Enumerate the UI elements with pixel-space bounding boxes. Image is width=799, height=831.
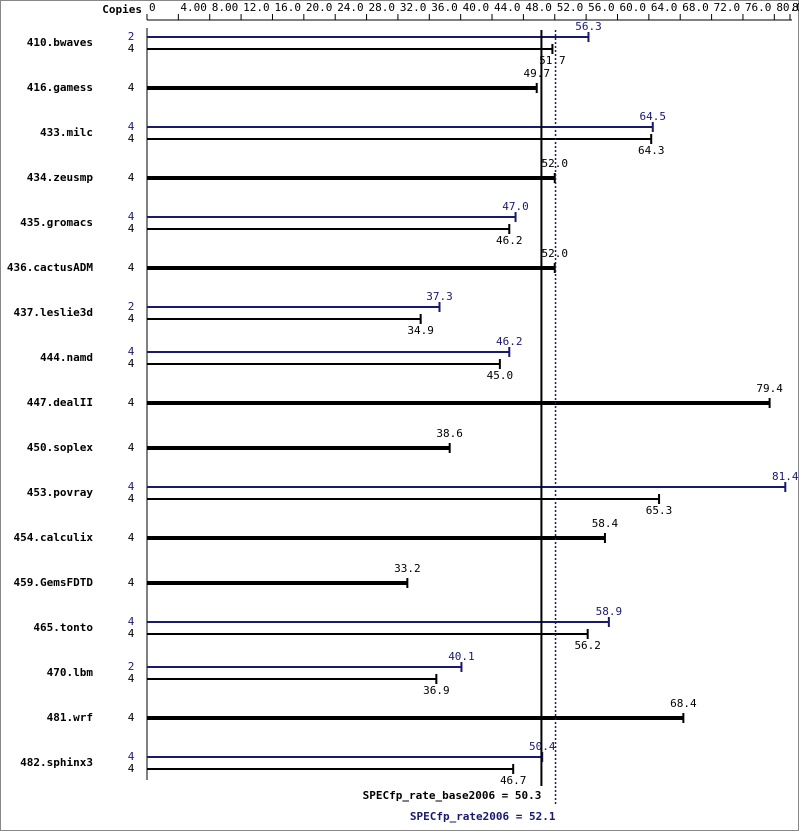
category-label: 433.milc — [40, 126, 93, 139]
category-label: 481.wrf — [47, 711, 93, 724]
copies-label: 4 — [128, 222, 135, 235]
reference-label: SPECfp_rate2006 = 52.1 — [410, 810, 556, 823]
value-label: 49.7 — [523, 67, 550, 80]
copies-label: 4 — [128, 312, 135, 325]
value-label: 81.4 — [772, 470, 799, 483]
x-tick-label: 4.00 — [180, 1, 207, 14]
value-label: 37.3 — [426, 290, 453, 303]
value-label: 52.0 — [542, 247, 569, 260]
copies-label: 4 — [128, 480, 135, 493]
value-label: 64.3 — [638, 144, 665, 157]
copies-label: 4 — [128, 615, 135, 628]
category-label: 434.zeusmp — [27, 171, 94, 184]
copies-label: 4 — [128, 627, 135, 640]
x-tick-label: 0 — [149, 1, 156, 14]
axis-label: Copies — [102, 3, 142, 16]
x-tick-label: 44.0 — [494, 1, 521, 14]
copies-label: 4 — [128, 261, 135, 274]
value-label: 79.4 — [756, 382, 783, 395]
x-tick-label: 40.0 — [463, 1, 490, 14]
copies-label: 2 — [128, 30, 135, 43]
value-label: 64.5 — [640, 110, 667, 123]
copies-label: 4 — [128, 210, 135, 223]
copies-label: 4 — [128, 762, 135, 775]
reference-label: SPECfp_rate_base2006 = 50.3 — [363, 789, 542, 802]
value-label: 68.4 — [670, 697, 697, 710]
x-tick-label: 82.0 — [792, 1, 799, 14]
x-tick-label: 60.0 — [619, 1, 646, 14]
value-label: 46.7 — [500, 774, 527, 787]
x-tick-label: 8.00 — [212, 1, 239, 14]
category-label: 436.cactusADM — [7, 261, 93, 274]
copies-label: 2 — [128, 300, 135, 313]
copies-label: 4 — [128, 672, 135, 685]
copies-label: 4 — [128, 531, 135, 544]
value-label: 45.0 — [487, 369, 514, 382]
x-tick-label: 36.0 — [431, 1, 458, 14]
category-label: 465.tonto — [33, 621, 93, 634]
category-label: 459.GemsFDTD — [14, 576, 94, 589]
value-label: 52.0 — [542, 157, 569, 170]
copies-label: 4 — [128, 120, 135, 133]
x-tick-label: 28.0 — [369, 1, 396, 14]
copies-label: 4 — [128, 441, 135, 454]
category-label: 410.bwaves — [27, 36, 93, 49]
value-label: 46.2 — [496, 234, 523, 247]
x-tick-label: 52.0 — [557, 1, 584, 14]
category-label: 447.dealII — [27, 396, 93, 409]
x-tick-label: 12.0 — [243, 1, 270, 14]
copies-label: 4 — [128, 576, 135, 589]
copies-label: 4 — [128, 711, 135, 724]
category-label: 450.soplex — [27, 441, 94, 454]
copies-label: 4 — [128, 345, 135, 358]
value-label: 58.9 — [596, 605, 623, 618]
value-label: 47.0 — [502, 200, 529, 213]
copies-label: 4 — [128, 171, 135, 184]
copies-label: 4 — [128, 492, 135, 505]
category-label: 482.sphinx3 — [20, 756, 93, 769]
value-label: 46.2 — [496, 335, 523, 348]
value-label: 56.3 — [575, 20, 602, 33]
category-label: 454.calculix — [14, 531, 94, 544]
x-tick-label: 56.0 — [588, 1, 615, 14]
x-tick-label: 16.0 — [274, 1, 301, 14]
x-tick-label: 68.0 — [682, 1, 709, 14]
x-tick-label: 76.0 — [745, 1, 772, 14]
x-tick-label: 20.0 — [306, 1, 333, 14]
copies-label: 4 — [128, 132, 135, 145]
value-label: 51.7 — [539, 54, 566, 67]
x-tick-label: 32.0 — [400, 1, 427, 14]
x-tick-label: 24.0 — [337, 1, 364, 14]
copies-label: 4 — [128, 81, 135, 94]
value-label: 40.1 — [448, 650, 475, 663]
copies-label: 4 — [128, 750, 135, 763]
value-label: 36.9 — [423, 684, 450, 697]
value-label: 56.2 — [574, 639, 601, 652]
category-label: 453.povray — [27, 486, 94, 499]
category-label: 470.lbm — [47, 666, 94, 679]
x-tick-label: 64.0 — [651, 1, 678, 14]
value-label: 34.9 — [407, 324, 434, 337]
copies-label: 2 — [128, 660, 135, 673]
value-label: 33.2 — [394, 562, 421, 575]
value-label: 58.4 — [592, 517, 619, 530]
copies-label: 4 — [128, 396, 135, 409]
copies-label: 4 — [128, 42, 135, 55]
category-label: 437.leslie3d — [14, 306, 93, 319]
category-label: 444.namd — [40, 351, 93, 364]
copies-label: 4 — [128, 357, 135, 370]
x-tick-label: 80.0 — [776, 1, 799, 14]
category-label: 435.gromacs — [20, 216, 93, 229]
value-label: 38.6 — [436, 427, 463, 440]
x-tick-label: 48.0 — [525, 1, 552, 14]
x-tick-label: 72.0 — [714, 1, 741, 14]
value-label: 65.3 — [646, 504, 673, 517]
category-label: 416.gamess — [27, 81, 93, 94]
